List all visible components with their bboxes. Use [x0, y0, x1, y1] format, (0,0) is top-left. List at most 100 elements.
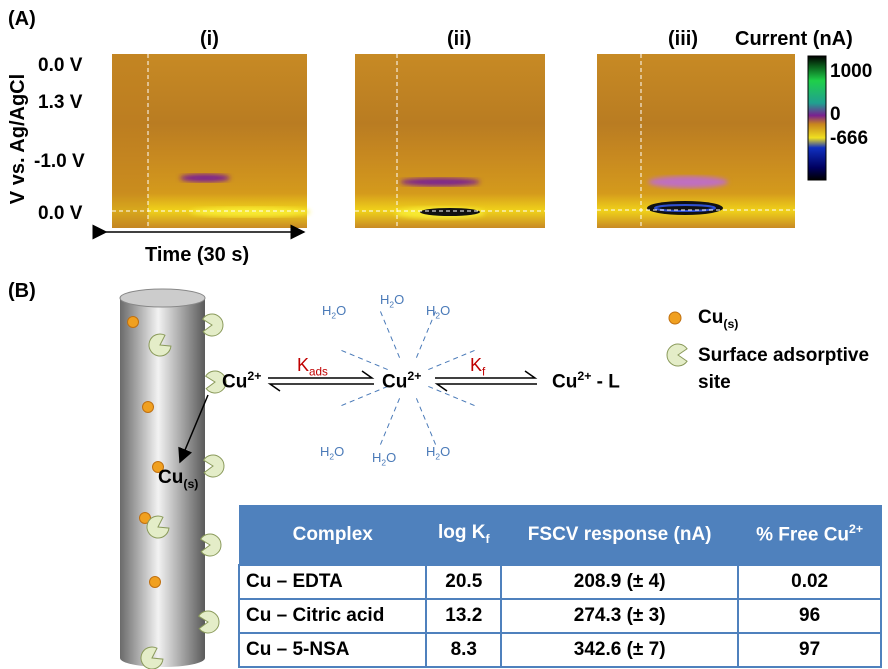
adsorptive-site	[204, 455, 224, 477]
hydration-line	[339, 386, 388, 406]
y-tick-label: 1.3 V	[38, 93, 82, 114]
hydration-line	[379, 398, 399, 447]
panel-title: (iii)	[668, 28, 698, 50]
text-part: f	[482, 366, 485, 379]
text-part: f	[485, 532, 489, 546]
text-part: log K	[438, 522, 486, 543]
text-part: 2+	[849, 522, 863, 536]
legend-label: Surface adsorptive site	[698, 343, 873, 396]
header-cell: FSCV response (nA)	[501, 506, 738, 566]
water: H2O	[372, 450, 396, 468]
table-cell: 274.3 (± 3)	[501, 599, 738, 633]
colorbar	[808, 56, 826, 180]
x-axis-label: Time (30 s)	[145, 244, 249, 266]
hydration-line	[428, 386, 477, 406]
panel-title: (i)	[200, 28, 219, 50]
panel-label: (B)	[8, 280, 36, 302]
text-part: H	[320, 444, 329, 459]
colorbar-tick: -666	[830, 129, 868, 150]
text-part: Complex	[293, 524, 373, 545]
text-part: FSCV response (nA)	[528, 524, 712, 545]
table-cell: Cu – EDTA	[239, 565, 426, 599]
legend-dot	[669, 312, 681, 324]
table-cell: 96	[738, 599, 881, 633]
text-part: (s)	[183, 477, 198, 491]
text-part: Cu	[698, 307, 723, 328]
table-cell: 8.3	[426, 633, 501, 667]
copper-ion: Cu2+	[382, 370, 421, 393]
hydration-line	[416, 398, 436, 447]
adsorptive-site	[667, 344, 687, 366]
k-ads: Kads	[297, 356, 328, 379]
k-f: Kf	[470, 356, 485, 379]
heatmap-i	[112, 54, 310, 228]
header-row: Complex log Kf FSCV response (nA) % Free Cu…	[239, 506, 881, 566]
heatmap-ii	[355, 54, 545, 228]
copper-dot	[128, 317, 139, 328]
panel-title: (ii)	[447, 28, 471, 50]
header-cell: log Kf	[426, 506, 501, 566]
text-part: O	[440, 303, 450, 318]
text-part: O	[394, 292, 404, 307]
hydration-line	[339, 349, 388, 369]
heatmap-iii	[597, 54, 795, 228]
table-cell: 97	[738, 633, 881, 667]
text-part: H	[426, 444, 435, 459]
water: H2O	[426, 444, 450, 462]
water: H2O	[426, 303, 450, 321]
complex-table: Complex log Kf FSCV response (nA) % Free Cu…	[238, 505, 882, 668]
colorbar-tick: 0	[830, 105, 841, 126]
text-part: Cu	[552, 371, 577, 392]
text-part: Cu	[222, 371, 247, 392]
text-part: ads	[309, 366, 328, 379]
copper-dot	[143, 402, 154, 413]
copper-solid: Cu(s)	[158, 468, 198, 491]
text-part: (s)	[723, 317, 738, 331]
hydration-line	[379, 309, 399, 358]
table-cell: 208.9 (± 4)	[501, 565, 738, 599]
water: H2O	[380, 292, 404, 310]
text-part: 2+	[407, 369, 421, 383]
copper-dot	[150, 577, 161, 588]
header-cell: Complex	[239, 506, 426, 566]
adsorptive-site	[203, 314, 223, 336]
y-tick-label: -1.0 V	[34, 152, 85, 173]
text-part: K	[470, 355, 482, 375]
copper-ion: Cu2+	[222, 370, 261, 393]
text-part: Cu	[158, 467, 183, 488]
text-part: - L	[591, 371, 620, 392]
text-part: Cu	[382, 371, 407, 392]
text-part: O	[440, 444, 450, 459]
text-part: H	[372, 450, 381, 465]
text-part: Surface adsorptive site	[698, 345, 869, 393]
text-part: O	[386, 450, 396, 465]
text-part: 2+	[577, 369, 591, 383]
y-tick-label: 0.0 V	[38, 204, 82, 225]
text-part: O	[336, 303, 346, 318]
legend-label: Cu(s)	[698, 308, 738, 331]
figure: (A) (i) (ii) (iii) Current (nA) 1000 0 -…	[0, 0, 888, 669]
text-part: 2+	[247, 369, 261, 383]
table-cell: 13.2	[426, 599, 501, 633]
colorbar-title: Current (nA)	[735, 28, 853, 50]
colorbar-tick: 1000	[830, 62, 872, 83]
text-part: H	[322, 303, 331, 318]
water: H2O	[320, 444, 344, 462]
table-cell: 0.02	[738, 565, 881, 599]
panel-label: (A)	[8, 8, 36, 30]
y-tick-label: 0.0 V	[38, 56, 82, 77]
water: H2O	[322, 303, 346, 321]
text-part: H	[426, 303, 435, 318]
table-cell: 342.6 (± 7)	[501, 633, 738, 667]
text-part: H	[380, 292, 389, 307]
text-part: K	[297, 355, 309, 375]
table-cell: 20.5	[426, 565, 501, 599]
table-cell: Cu – Citric acid	[239, 599, 426, 633]
header-cell: % Free Cu2+	[738, 506, 881, 566]
text-part: % Free Cu	[756, 525, 849, 546]
copper-ligand: Cu2+ - L	[552, 370, 620, 393]
